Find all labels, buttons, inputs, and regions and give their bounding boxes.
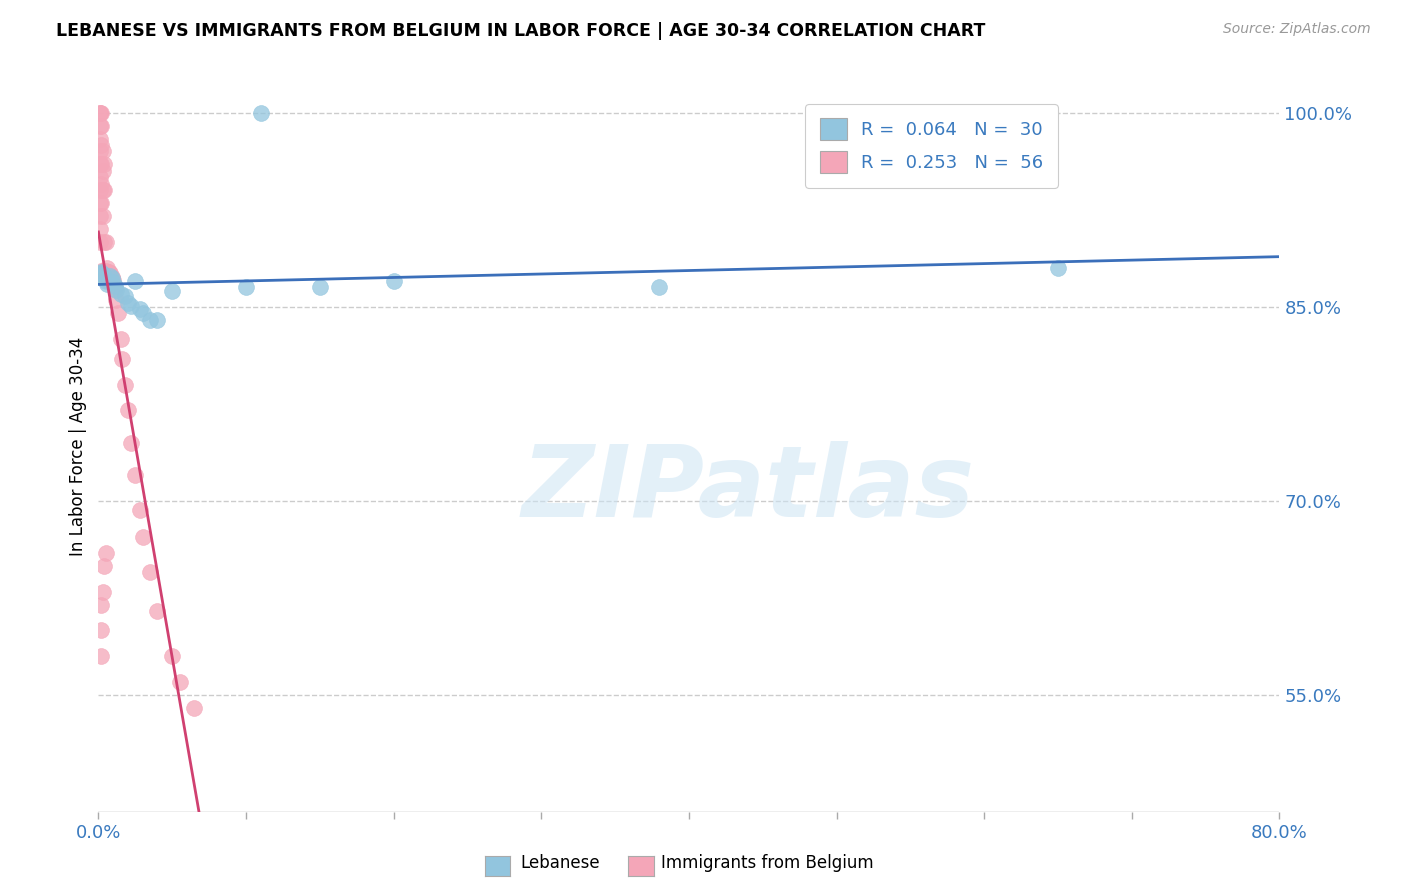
Point [90, 649, 112, 664]
Point [91, 584, 114, 599]
Point [96, 277, 118, 291]
Point [93, 558, 115, 573]
Point [1046, 260, 1070, 275]
Point [110, 286, 132, 301]
Point [111, 351, 134, 366]
Point [128, 302, 150, 317]
Point [94, 235, 117, 249]
Point [98, 266, 121, 280]
Point [250, 105, 273, 120]
Point [128, 503, 150, 517]
Text: Source: ZipAtlas.com: Source: ZipAtlas.com [1223, 22, 1371, 37]
Point [90, 268, 112, 282]
Point [89, 105, 111, 120]
Point [114, 377, 136, 392]
Point [105, 293, 128, 308]
Point [89, 105, 111, 120]
Text: Lebanese: Lebanese [520, 855, 600, 872]
Point [117, 403, 139, 417]
Point [93, 157, 115, 171]
Point [90, 119, 112, 133]
Point [139, 312, 162, 326]
Point [89, 196, 111, 211]
Point [97, 274, 120, 288]
Point [100, 271, 122, 285]
Point [89, 266, 111, 280]
Point [91, 209, 114, 223]
Point [90, 624, 112, 638]
Point [94, 274, 117, 288]
Y-axis label: In Labor Force | Age 30-34: In Labor Force | Age 30-34 [69, 336, 87, 556]
Point [96, 260, 118, 275]
Point [104, 279, 127, 293]
Point [93, 270, 115, 285]
Point [139, 566, 162, 580]
Point [103, 273, 125, 287]
Point [100, 270, 122, 285]
Point [89, 157, 111, 171]
Point [90, 138, 112, 153]
Point [648, 280, 671, 294]
Point [91, 164, 114, 178]
Point [162, 649, 183, 664]
Point [309, 280, 332, 294]
Point [93, 235, 115, 249]
Point [183, 701, 205, 715]
Point [91, 268, 114, 282]
Text: Immigrants from Belgium: Immigrants from Belgium [661, 855, 873, 872]
Point [89, 131, 111, 145]
Point [89, 170, 111, 185]
Point [93, 183, 115, 197]
Point [110, 332, 132, 346]
Text: LEBANESE VS IMMIGRANTS FROM BELGIUM IN LABOR FORCE | AGE 30-34 CORRELATION CHART: LEBANESE VS IMMIGRANTS FROM BELGIUM IN L… [56, 22, 986, 40]
Point [146, 604, 169, 618]
Point [132, 306, 155, 320]
Point [117, 296, 139, 310]
Point [104, 282, 127, 296]
Point [132, 530, 155, 544]
Point [89, 209, 111, 223]
Point [382, 274, 405, 288]
Point [90, 598, 112, 612]
Point [103, 275, 125, 289]
Point [93, 271, 115, 285]
Point [105, 283, 128, 297]
Point [90, 105, 112, 120]
Point [124, 274, 146, 288]
Point [146, 312, 169, 326]
Point [91, 183, 114, 197]
Point [162, 285, 183, 299]
Text: ZIPatlas: ZIPatlas [522, 442, 974, 539]
Point [169, 675, 191, 690]
Point [98, 268, 121, 283]
Point [103, 277, 125, 291]
Point [90, 263, 112, 277]
Point [91, 145, 114, 159]
Point [124, 468, 146, 483]
Point [89, 222, 111, 236]
Point [107, 306, 129, 320]
Point [94, 546, 117, 560]
Point [89, 235, 111, 249]
Legend: R =  0.064   N =  30, R =  0.253   N =  56: R = 0.064 N = 30, R = 0.253 N = 56 [806, 104, 1057, 187]
Point [94, 263, 117, 277]
Point [120, 299, 142, 313]
Point [90, 196, 112, 211]
Point [89, 183, 111, 197]
Point [114, 289, 136, 303]
Point [120, 435, 142, 450]
Point [235, 280, 257, 294]
Point [90, 177, 112, 191]
Point [89, 145, 111, 159]
Point [97, 265, 120, 279]
Point [89, 119, 111, 133]
Point [90, 265, 112, 279]
Point [90, 157, 112, 171]
